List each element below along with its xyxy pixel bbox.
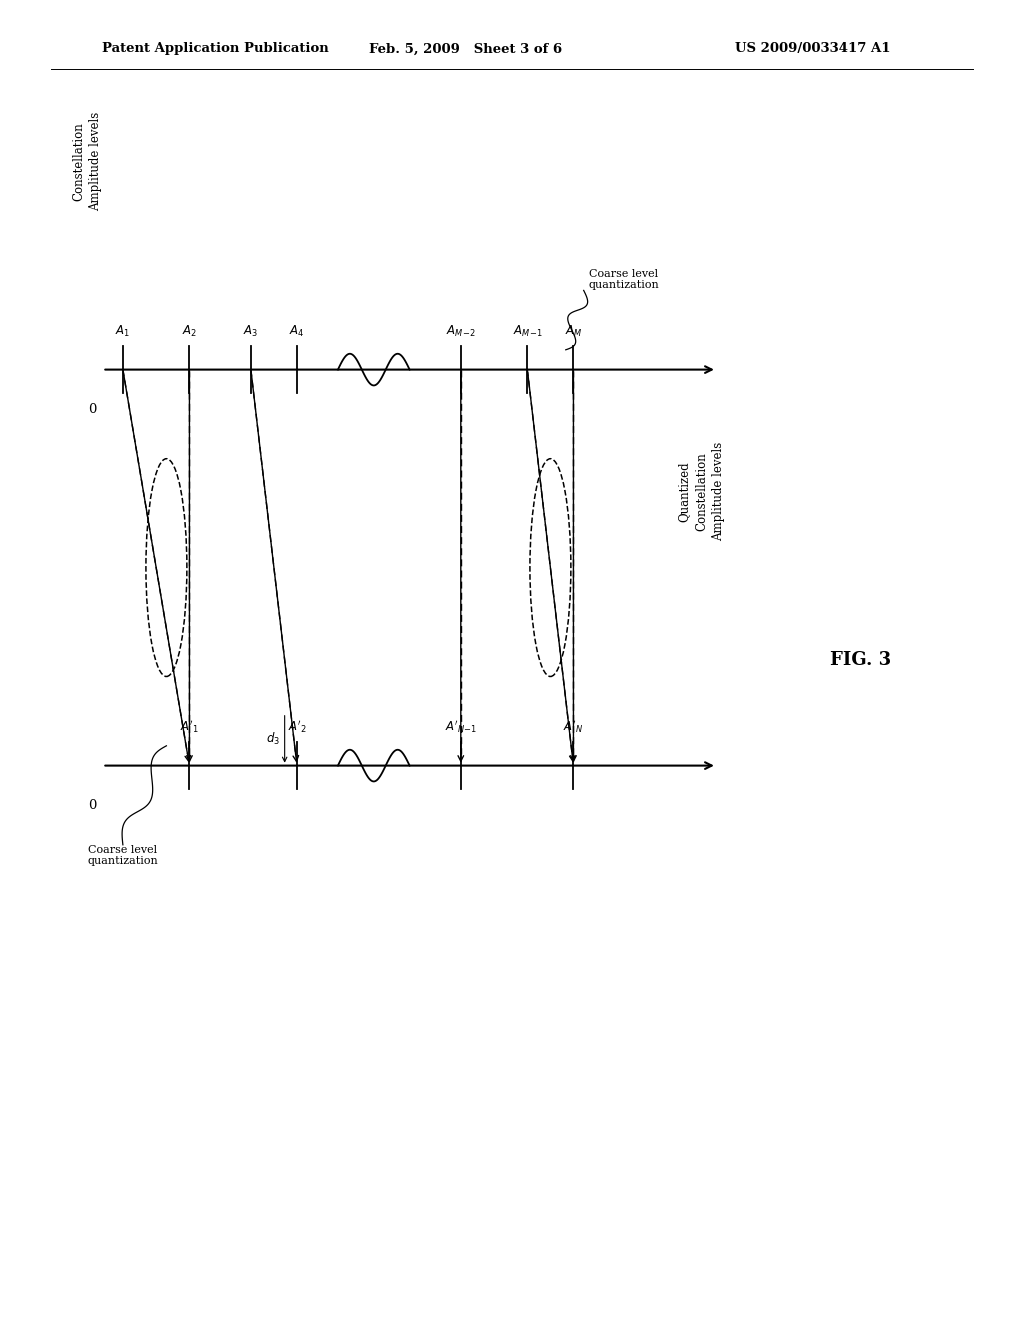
Text: $A_{M\!-\!1}$: $A_{M\!-\!1}$ <box>513 325 542 339</box>
Text: 0: 0 <box>88 799 96 812</box>
Text: $A'_{N\!-\!1}$: $A'_{N\!-\!1}$ <box>444 718 477 735</box>
Text: $A_2$: $A_2$ <box>182 325 197 339</box>
Text: $A'_1$: $A'_1$ <box>180 718 199 735</box>
Text: $A_4$: $A_4$ <box>289 325 305 339</box>
Text: US 2009/0033417 A1: US 2009/0033417 A1 <box>735 42 891 55</box>
Text: $A_M$: $A_M$ <box>564 325 583 339</box>
Text: Patent Application Publication: Patent Application Publication <box>102 42 329 55</box>
Text: Quantized
Constellation
Amplitude levels: Quantized Constellation Amplitude levels <box>678 442 725 541</box>
Text: $A'_2$: $A'_2$ <box>288 718 306 735</box>
Text: $A_{M\!-\!2}$: $A_{M\!-\!2}$ <box>446 325 475 339</box>
Text: $A_3$: $A_3$ <box>244 325 258 339</box>
Text: Coarse level
quantization: Coarse level quantization <box>87 845 159 866</box>
Text: 0: 0 <box>88 403 96 416</box>
Text: Feb. 5, 2009   Sheet 3 of 6: Feb. 5, 2009 Sheet 3 of 6 <box>370 42 562 55</box>
Text: $d_3$: $d_3$ <box>265 731 280 747</box>
Text: $A_1$: $A_1$ <box>116 325 130 339</box>
Text: Coarse level
quantization: Coarse level quantization <box>589 269 659 290</box>
Text: $A'_N$: $A'_N$ <box>563 718 584 735</box>
Text: Constellation
Amplitude levels: Constellation Amplitude levels <box>72 112 102 211</box>
Text: FIG. 3: FIG. 3 <box>829 651 891 669</box>
